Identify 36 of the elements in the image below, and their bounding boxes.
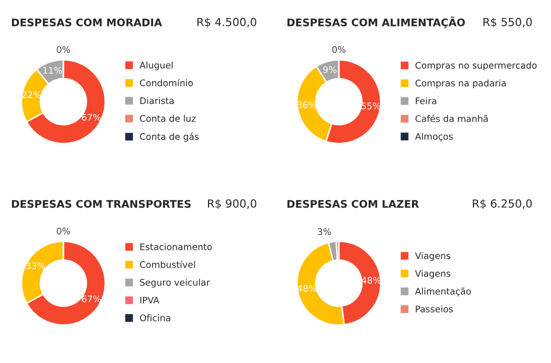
legend-label: Diarista — [140, 97, 174, 104]
chart-title: DESPESAS COM LAZER — [287, 200, 419, 208]
data-label: 67% — [82, 295, 101, 302]
data-label: 9% — [323, 66, 336, 74]
legend-label: Passeios — [416, 305, 453, 312]
legend-label: Compras na padaria — [415, 80, 506, 88]
legend-label: IPVA — [140, 296, 160, 304]
data-label: 11% — [43, 66, 62, 74]
legend-label: Viagens — [415, 252, 450, 261]
chart-title: DESPESAS COM TRANSPORTES — [12, 200, 191, 208]
text: 0% — [332, 46, 346, 53]
legend-label: Compras no supermercado — [415, 62, 537, 70]
legend-label: Aluguel — [140, 62, 173, 70]
legend-label: Seguro veicular — [140, 278, 210, 288]
legend-label: Oficina — [140, 314, 170, 322]
legend-label: Almoços — [415, 132, 453, 142]
legend-label: Viagens — [415, 270, 450, 279]
text: 0% — [56, 228, 70, 234]
text: R$ 4.500,0 — [197, 18, 256, 28]
legend-label: Combustível — [140, 260, 195, 268]
legend-label: Cafés da manhã — [415, 114, 488, 122]
legend-label: Condomínio — [140, 78, 193, 86]
legend-label: Estacionamento — [140, 243, 212, 250]
legend-label: Conta de luz — [140, 114, 196, 122]
legend-label: Alimentação — [415, 288, 471, 296]
data-label: 3% — [318, 228, 332, 236]
text: R$ 6.250,0 — [472, 199, 532, 210]
chart-subtitle: R$ 550,0 — [484, 18, 532, 28]
data-label: 33% — [26, 262, 45, 270]
legend-label: Conta de gás — [140, 132, 199, 142]
legend-label: Feira — [416, 97, 436, 104]
chart-subtitle: R$ 900,0 — [208, 199, 256, 210]
data-label: 67% — [82, 114, 101, 121]
chart-title: DESPESAS COM ALIMENTAÇÃO — [287, 16, 465, 28]
chart-title: DESPESAS COM MORADIA — [12, 18, 162, 26]
text: 0% — [56, 46, 70, 53]
